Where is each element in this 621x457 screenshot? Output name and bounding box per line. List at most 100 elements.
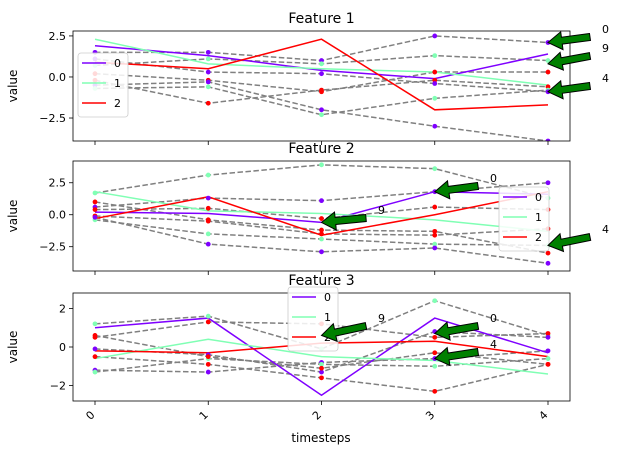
y-tick-label: 2.5 [49, 177, 67, 190]
annotation-arrow: 0 [433, 172, 497, 200]
data-point [545, 58, 551, 63]
data-point [205, 56, 211, 62]
x-tick-label: 3 [423, 408, 437, 422]
data-point [319, 236, 324, 242]
data-point [92, 354, 98, 360]
y-axis-label: value [6, 200, 20, 233]
data-point [319, 216, 324, 221]
y-tick-label: 2 [59, 302, 66, 315]
background-series-line [94, 79, 549, 104]
data-point [432, 363, 438, 369]
data-point [432, 228, 438, 234]
panel-2: Feature 2 value −2.5 0.0 2.5 0 1 2 0 9 4 [6, 141, 609, 275]
panel-title: Feature 3 [288, 273, 354, 289]
legend-entry: 2 [535, 231, 542, 244]
annotation-arrow: 0 [547, 23, 609, 51]
arrow-shape [547, 30, 592, 51]
y-tick-label: −2 [50, 380, 66, 393]
y-tick-label: 0 [59, 341, 66, 354]
data-point [432, 95, 438, 101]
data-point [205, 217, 211, 223]
series-line-0 [94, 45, 549, 80]
arrow-shape [547, 232, 592, 253]
legend-entry: 1 [535, 211, 542, 224]
legend-box [77, 52, 129, 118]
data-point [205, 172, 211, 178]
data-point [432, 69, 438, 75]
data-point [92, 207, 98, 213]
data-point [319, 198, 324, 204]
data-point [432, 298, 438, 304]
plot-content [92, 33, 551, 141]
data-point [319, 71, 324, 77]
series-line-1 [94, 38, 549, 86]
arrow-shape [433, 321, 480, 341]
legend-entry: 2 [114, 97, 121, 110]
y-axis-label: value [6, 331, 20, 364]
legend-entry: 0 [535, 191, 542, 204]
background-series-line [94, 299, 549, 350]
data-point [205, 361, 211, 367]
legend: 0 1 2 [498, 186, 550, 252]
data-point [545, 334, 551, 340]
data-point [205, 100, 211, 106]
annotation-arrow: 4 [547, 223, 609, 253]
data-point [205, 313, 211, 319]
data-point [432, 33, 438, 39]
annotation-arrow: 9 [547, 42, 609, 71]
data-point [319, 162, 324, 168]
x-tick-label: 4 [536, 408, 550, 422]
data-point [319, 231, 324, 237]
data-point [205, 205, 211, 211]
data-point [432, 388, 438, 394]
data-point [205, 231, 211, 237]
data-point [432, 123, 438, 129]
annotation-label: 4 [602, 223, 609, 236]
series-line-2 [94, 38, 549, 111]
data-point [92, 346, 98, 352]
y-tick-label: −2.5 [39, 112, 66, 125]
data-point [92, 321, 98, 327]
data-point [545, 331, 551, 336]
background-series-line [94, 81, 549, 141]
plot-content [92, 162, 551, 266]
legend-entry: 1 [114, 77, 121, 90]
data-point [432, 81, 438, 86]
y-axis-label: value [6, 70, 20, 103]
series-line-1 [94, 338, 549, 375]
data-point [205, 354, 211, 360]
annotation-label: 4 [490, 338, 497, 351]
panel-1: Feature 1 value −2.5 0.0 2.5 0 1 2 0 9 4 [6, 11, 609, 145]
annotation-label: 0 [490, 312, 497, 325]
annotation-label: 4 [602, 72, 609, 85]
plot-area [73, 31, 570, 141]
annotation-arrow: 0 [433, 312, 497, 341]
arrow-shape [320, 211, 367, 231]
data-point [432, 166, 438, 172]
data-point [432, 245, 438, 251]
data-point [545, 250, 551, 256]
annotation-arrow: 9 [320, 312, 385, 343]
data-point [205, 369, 211, 375]
annotation-arrow: 9 [320, 204, 385, 231]
panel-title: Feature 1 [288, 11, 354, 27]
data-point [205, 69, 211, 75]
y-tick-label: 0.0 [49, 209, 67, 222]
legend-entry: 1 [324, 311, 331, 324]
legend-entry: 0 [114, 57, 121, 70]
x-tick-label: 1 [197, 408, 211, 422]
data-point [92, 190, 98, 196]
data-point [432, 350, 438, 356]
legend: 0 1 2 [77, 52, 129, 118]
arrow-shape [433, 179, 480, 200]
arrow-shape [547, 79, 592, 100]
y-tick-label: −2.5 [39, 241, 66, 254]
legend-box [498, 186, 550, 252]
data-point [92, 214, 98, 220]
data-point [92, 333, 98, 338]
x-tick-label: 0 [83, 408, 97, 422]
annotation-arrow: 4 [547, 72, 609, 100]
axes-frame [72, 160, 571, 272]
